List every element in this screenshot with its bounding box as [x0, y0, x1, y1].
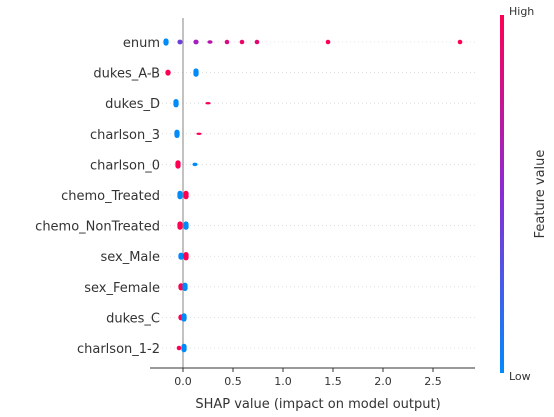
feature-label: dukes_A-B [93, 67, 160, 82]
row-guide-lines [150, 41, 475, 349]
data-point [457, 39, 463, 45]
data-point-cluster [174, 129, 180, 138]
data-point-cluster [163, 38, 169, 46]
x-tick-label: 2.5 [424, 375, 442, 388]
x-tick-label: 0.5 [224, 375, 242, 388]
data-point-cluster [196, 132, 202, 135]
data-point-cluster [178, 252, 184, 260]
data-point-cluster [177, 190, 183, 200]
data-point-cluster [193, 68, 199, 77]
colorbar-low-label: Low [509, 370, 531, 383]
data-point-cluster [183, 221, 189, 230]
feature-label: chemo_Treated [61, 189, 160, 204]
data-point-cluster [181, 343, 187, 353]
feature-label: sex_Male [100, 250, 160, 265]
x-tick-label: 1.0 [274, 375, 292, 388]
data-point-cluster [177, 221, 183, 230]
data-point-cluster [182, 282, 188, 291]
data-point-cluster [192, 162, 198, 167]
feature-label: enum [123, 36, 160, 51]
data-point-cluster [183, 252, 189, 261]
data-point-cluster [181, 313, 187, 322]
data-point-cluster [173, 99, 179, 108]
x-tick-label: 1.5 [324, 375, 342, 388]
feature-label: dukes_D [105, 97, 160, 112]
data-point [325, 39, 331, 45]
feature-label: charlson_3 [90, 128, 160, 143]
data-point-cluster [193, 39, 199, 45]
feature-label: charlson_0 [90, 158, 160, 173]
feature-label: dukes_C [106, 311, 160, 326]
x-tick-label: 2.0 [374, 375, 392, 388]
data-point-cluster [175, 160, 181, 169]
x-tick-label: 0.0 [174, 375, 192, 388]
feature-label: charlson_1-2 [77, 342, 160, 357]
colorbar: High Low Feature value [500, 5, 548, 383]
x-axis-ticks: 0.0 0.5 1.0 1.5 2.0 2.5 [174, 368, 442, 388]
colorbar-gradient [500, 15, 504, 373]
data-point-cluster [205, 102, 211, 105]
data-point-cluster [178, 283, 184, 291]
data-point-cluster [183, 190, 189, 200]
feature-labels: enum dukes_A-B dukes_D charlson_3 charlson_0… [35, 36, 160, 357]
data-point [224, 39, 230, 45]
data-point-cluster [177, 39, 183, 45]
data-point [254, 39, 260, 45]
feature-label: chemo_NonTreated [35, 220, 160, 235]
x-axis-title: SHAP value (impact on model output) [195, 397, 440, 412]
feature-label: sex_Female [84, 281, 160, 296]
data-points [163, 38, 463, 353]
data-point-cluster [207, 40, 213, 44]
colorbar-title: Feature value [533, 150, 548, 239]
data-point [239, 39, 245, 45]
data-point [176, 345, 182, 351]
colorbar-high-label: High [509, 5, 534, 18]
data-point-cluster [165, 69, 171, 76]
